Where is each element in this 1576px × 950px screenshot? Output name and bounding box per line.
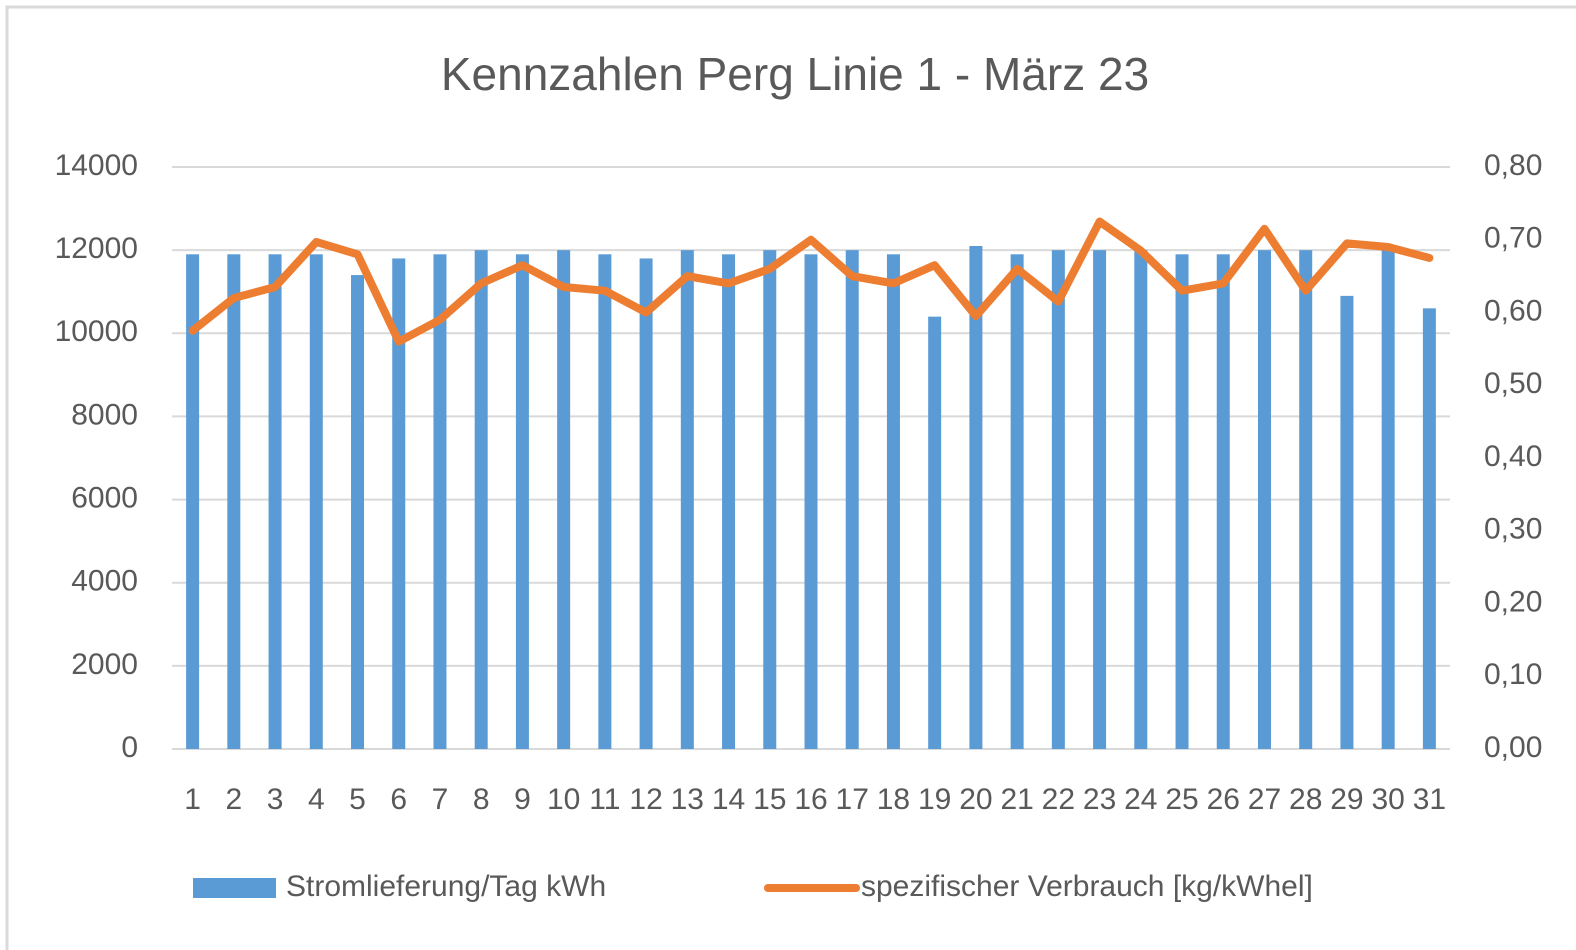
bar: [969, 245, 983, 749]
chart-frame: [5, 5, 1576, 950]
y-tick-label: 8000: [71, 398, 138, 431]
legend-label: spezifischer Verbrauch [kg/kWhel]: [861, 870, 1313, 903]
y2-tick-label: 0,20: [1484, 585, 1542, 618]
bar: [680, 250, 694, 749]
chart-title: Kennzahlen Perg Linie 1 - März 23: [441, 48, 1149, 100]
x-tick-label: 22: [1042, 783, 1075, 816]
bar: [268, 254, 282, 750]
bar: [433, 254, 447, 750]
bar: [804, 254, 818, 750]
y-tick-label: 12000: [55, 232, 138, 265]
bar: [351, 275, 365, 749]
x-tick-label: 14: [712, 783, 745, 816]
x-tick-label: 17: [836, 783, 869, 816]
y2-tick-label: 0,10: [1484, 658, 1542, 691]
y2-tick-label: 0,80: [1484, 149, 1542, 182]
line-series: [188, 217, 1434, 346]
x-tick-label: 21: [1000, 783, 1033, 816]
bar: [1422, 308, 1436, 749]
y-tick-label: 14000: [55, 149, 138, 182]
bar: [1175, 254, 1189, 750]
bar: [1257, 250, 1271, 749]
bar: [886, 254, 900, 750]
bar: [186, 254, 200, 750]
y2-tick-label: 0,70: [1484, 222, 1542, 255]
x-tick-label: 16: [794, 783, 827, 816]
x-tick-label: 18: [877, 783, 910, 816]
bar: [309, 254, 323, 750]
y-tick-label: 10000: [55, 315, 138, 348]
y-tick-label: 0: [121, 731, 138, 764]
x-tick-label: 5: [349, 783, 366, 816]
bar: [1340, 295, 1354, 749]
y-tick-label: 4000: [71, 565, 138, 598]
x-tick-label: 23: [1083, 783, 1116, 816]
bar: [1381, 250, 1395, 749]
bar: [392, 258, 406, 749]
x-tick-label: 6: [390, 783, 407, 816]
x-tick-label: 19: [918, 783, 951, 816]
x-tick-label: 3: [267, 783, 284, 816]
bar: [227, 254, 241, 750]
x-tick-label: 2: [225, 783, 242, 816]
x-tick-label: 15: [753, 783, 786, 816]
y2-tick-label: 0,30: [1484, 513, 1542, 546]
bar: [928, 316, 942, 749]
y-tick-label: 2000: [71, 648, 138, 681]
bar: [515, 254, 529, 750]
bar: [639, 258, 653, 749]
x-tick-label: 12: [629, 783, 662, 816]
bar: [557, 250, 571, 749]
bar: [763, 250, 777, 749]
bar: [474, 250, 488, 749]
x-tick-label: 24: [1124, 783, 1157, 816]
x-tick-label: 30: [1371, 783, 1404, 816]
bar: [1299, 250, 1313, 749]
legend-swatch: [193, 878, 276, 898]
bar: [1093, 250, 1107, 749]
bar: [845, 250, 859, 749]
x-tick-label: 27: [1248, 783, 1281, 816]
bar: [1051, 250, 1065, 749]
x-tick-label: 25: [1165, 783, 1198, 816]
y2-tick-label: 0,40: [1484, 440, 1542, 473]
y2-tick-label: 0,50: [1484, 367, 1542, 400]
x-tick-label: 8: [473, 783, 490, 816]
x-tick-label: 28: [1289, 783, 1322, 816]
bar: [1216, 254, 1230, 750]
bar: [598, 254, 612, 750]
y-tick-label: 6000: [71, 481, 138, 514]
x-tick-label: 20: [959, 783, 992, 816]
x-tick-label: 9: [514, 783, 531, 816]
x-tick-label: 4: [308, 783, 325, 816]
legend-label: Stromlieferung/Tag kWh: [286, 870, 606, 903]
bar: [1010, 254, 1024, 750]
x-tick-label: 7: [432, 783, 449, 816]
y2-tick-label: 0,60: [1484, 294, 1542, 327]
bar: [722, 254, 736, 750]
bar: [1134, 250, 1148, 749]
x-tick-label: 13: [671, 783, 704, 816]
x-tick-label: 10: [547, 783, 580, 816]
x-tick-label: 26: [1207, 783, 1240, 816]
x-tick-label: 11: [589, 783, 620, 816]
x-tick-label: 31: [1413, 783, 1446, 816]
x-tick-label: 1: [184, 783, 201, 816]
y2-tick-label: 0,00: [1484, 731, 1542, 764]
x-tick-label: 29: [1330, 783, 1363, 816]
